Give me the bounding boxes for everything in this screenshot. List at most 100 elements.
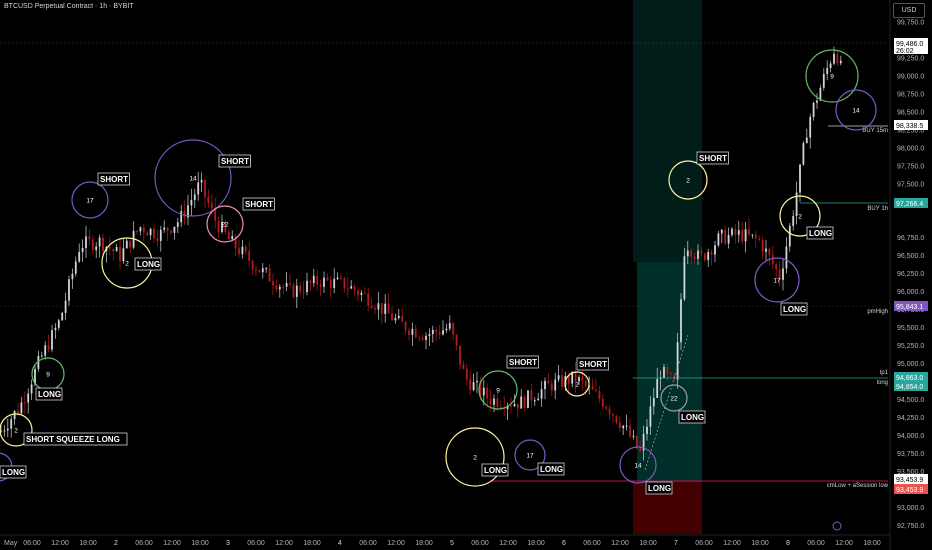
candle-body — [693, 256, 696, 259]
candle-body — [826, 68, 829, 74]
candle-body — [173, 226, 176, 233]
candle-body — [210, 203, 213, 209]
signal-label: LONG — [678, 410, 706, 424]
candle-body — [523, 396, 526, 408]
candle-body — [686, 250, 689, 257]
y-tick-label: 93,500.0 — [897, 469, 924, 476]
candle-body — [581, 377, 584, 381]
candle-body — [768, 248, 771, 256]
signal-label-box — [696, 151, 729, 165]
candle-body — [251, 261, 254, 270]
candle-body — [812, 102, 815, 117]
price-tag-box — [894, 198, 928, 208]
candle-body — [459, 345, 461, 365]
x-tick-label: 12:00 — [163, 540, 181, 547]
candle-body — [323, 277, 325, 287]
level-line-label: tp1 — [880, 370, 889, 376]
candle-body — [809, 116, 812, 138]
candle-body — [442, 330, 444, 335]
y-tick-label: 98,750.0 — [897, 91, 924, 98]
candle-body — [224, 222, 227, 232]
candle-body — [214, 208, 217, 221]
signal-label: LONG — [645, 481, 673, 495]
candle-body — [435, 329, 438, 333]
signal-labels: SHORT SHORT SHORT SHORT SHORT SHORT LONG LONG LO… — [0, 151, 834, 495]
candle-body — [326, 277, 329, 281]
candles — [0, 46, 842, 461]
candle-body — [771, 255, 774, 265]
y-tick-label: 98,500.0 — [897, 109, 924, 116]
price-tag-text: 97,266.4 — [896, 201, 923, 208]
candle-body — [683, 256, 686, 300]
replay-icon — [832, 521, 842, 531]
candle-body — [663, 366, 665, 378]
candle-body — [785, 246, 788, 269]
price-tag-text: 99,486.0 — [896, 41, 923, 48]
price-tag-countdown: 26:02 — [896, 48, 914, 55]
candle-body — [438, 332, 441, 335]
candle-body — [312, 275, 315, 283]
candle-body — [744, 229, 747, 242]
candle-body — [669, 373, 672, 375]
candle-body — [207, 196, 210, 204]
x-tick-label: 12:00 — [835, 540, 853, 547]
candle-body — [370, 305, 373, 309]
candle-body — [574, 371, 577, 382]
candle-body — [102, 237, 104, 252]
candle-body — [367, 293, 370, 306]
candle-body — [493, 398, 495, 405]
candle-body — [758, 238, 761, 240]
level-line-label: pmHigh — [867, 309, 888, 315]
candle-body — [268, 268, 271, 282]
candle-body — [452, 323, 455, 335]
signal-circle — [514, 439, 546, 471]
candle-body — [506, 405, 509, 410]
candle-body — [839, 60, 842, 64]
currency-button[interactable]: USD — [893, 3, 925, 18]
candle-body — [30, 384, 33, 394]
x-tick-label: 06:00 — [471, 540, 489, 547]
candle-body — [204, 179, 206, 197]
candle-body — [136, 230, 138, 232]
candle-body — [285, 283, 288, 287]
price-tag-text: 95,843.1 — [896, 304, 923, 311]
candle-body — [697, 250, 699, 259]
candle-body — [676, 342, 679, 380]
candle-body — [289, 283, 291, 285]
signal-label-text: LONG — [38, 390, 61, 399]
signal-label-box — [481, 463, 509, 477]
candle-body — [615, 415, 618, 423]
price-tag-text: 94,863.0 — [896, 375, 923, 382]
candle-body — [37, 355, 40, 369]
candle-body — [57, 320, 60, 328]
x-tick-label: 06:00 — [247, 540, 265, 547]
signal-label: SHORT — [218, 154, 251, 168]
candle-body — [221, 222, 223, 232]
candle-body — [374, 308, 376, 310]
y-tick-label: 94,500.0 — [897, 397, 924, 404]
signal-label: SHORT — [696, 151, 729, 165]
candle-body — [299, 285, 302, 292]
candle-body — [537, 398, 540, 401]
candle-body — [690, 250, 693, 257]
candle-body — [234, 236, 237, 249]
x-tick-label: 18:00 — [751, 540, 769, 547]
candle-body — [527, 390, 529, 408]
candle-body — [197, 182, 200, 195]
candle-body — [584, 380, 587, 386]
candle-body — [51, 330, 53, 350]
candle-body — [795, 192, 798, 216]
candle-body — [703, 253, 706, 261]
candle-body — [567, 375, 570, 384]
candle-body — [333, 278, 336, 289]
signal-circle-number: 2 — [125, 261, 129, 268]
candle-body — [700, 250, 703, 254]
x-tick-label: 2 — [114, 540, 118, 547]
y-tick-label: 98,250.0 — [897, 127, 924, 134]
candle-body — [170, 230, 172, 233]
y-tick-label: 93,000.0 — [897, 505, 924, 512]
signal-label: LONG — [537, 462, 565, 476]
candle-body — [557, 375, 560, 380]
level-line-label: BUY 1h — [867, 206, 888, 212]
